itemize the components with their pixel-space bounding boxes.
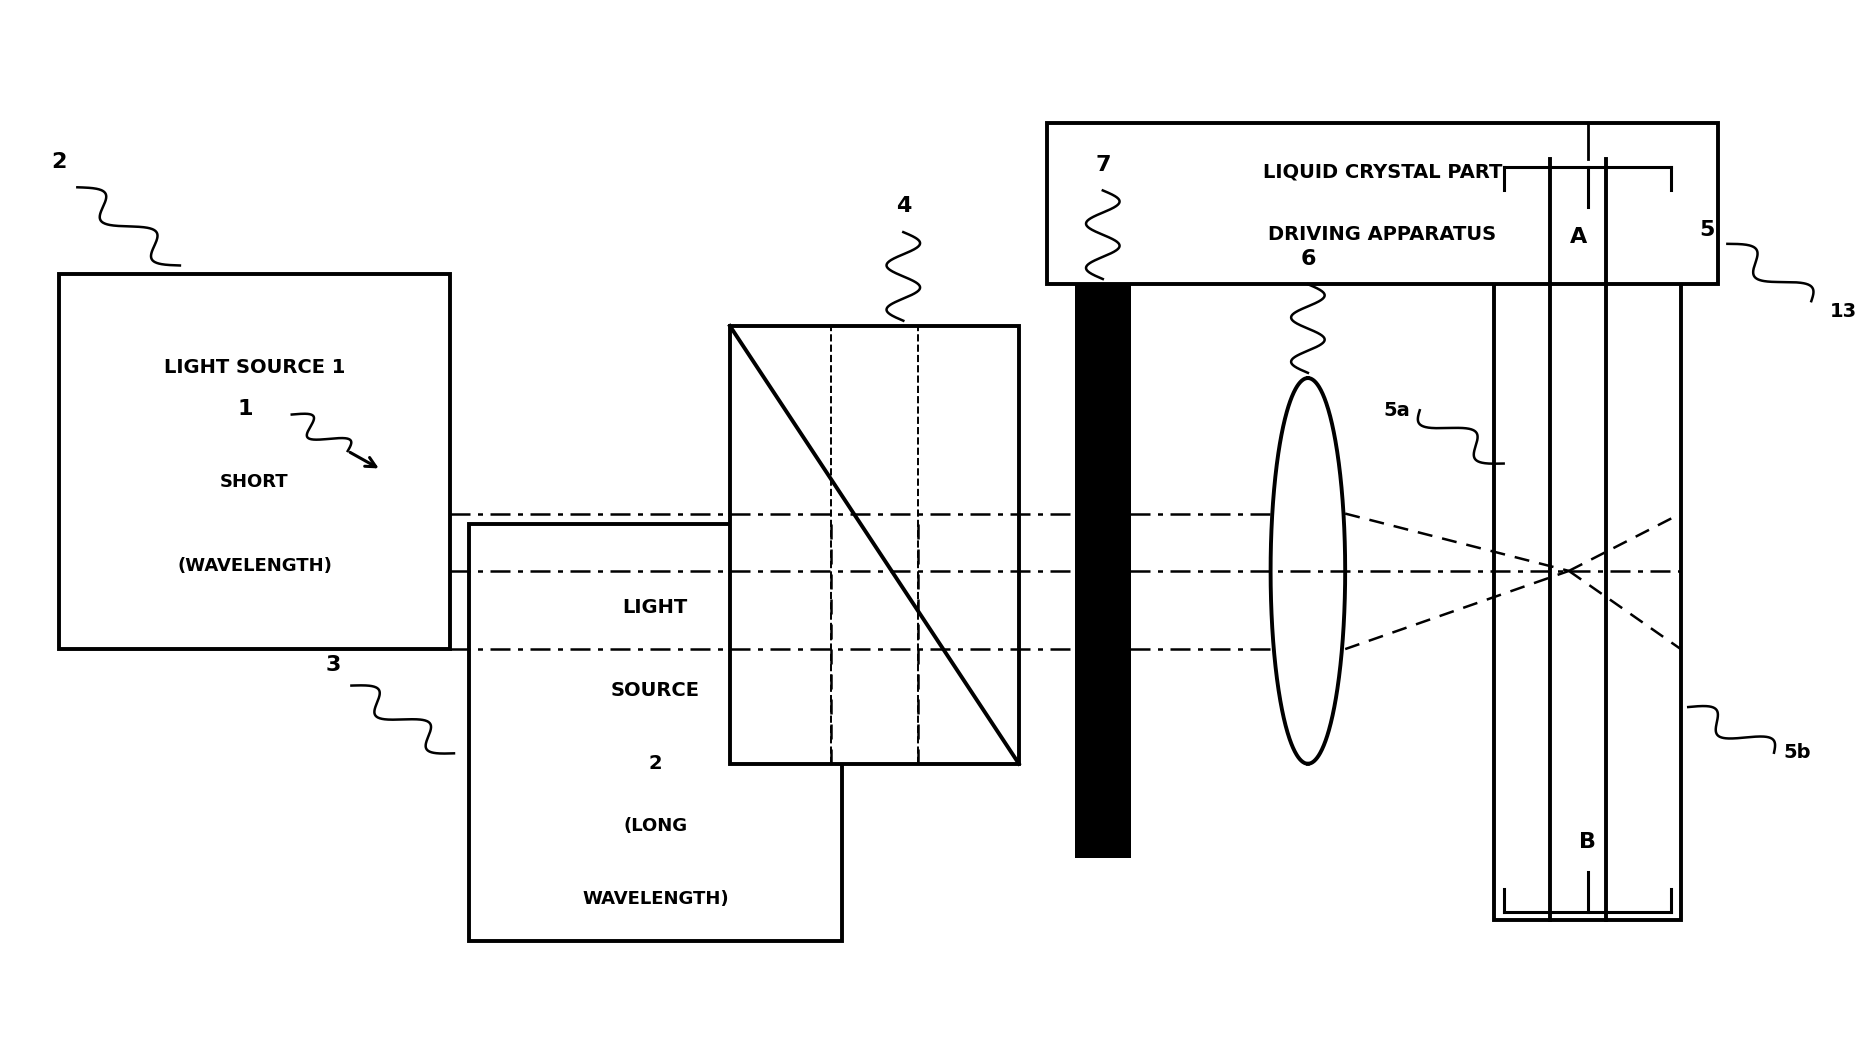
Text: WAVELENGTH): WAVELENGTH): [582, 891, 729, 909]
Text: 1: 1: [237, 399, 252, 419]
Text: SOURCE: SOURCE: [611, 681, 699, 700]
Text: 3: 3: [325, 655, 340, 675]
Bar: [1494, 159, 1681, 920]
Text: (LONG: (LONG: [623, 817, 688, 835]
Text: 5: 5: [1700, 220, 1715, 240]
Text: 4: 4: [896, 196, 911, 217]
Text: LIGHT SOURCE 1: LIGHT SOURCE 1: [165, 358, 346, 377]
Text: 7: 7: [1096, 155, 1111, 175]
Text: 5a: 5a: [1384, 400, 1410, 420]
Text: 5b: 5b: [1784, 743, 1810, 762]
Text: 2: 2: [649, 755, 662, 773]
Text: 13: 13: [1831, 302, 1857, 321]
Text: 2: 2: [50, 152, 67, 172]
Bar: [1075, 284, 1131, 857]
Bar: [1047, 123, 1719, 284]
Text: LIGHT: LIGHT: [623, 598, 688, 617]
Text: LIQUID CRYSTAL PART: LIQUID CRYSTAL PART: [1262, 162, 1502, 181]
Text: 6: 6: [1300, 248, 1316, 268]
Text: SHORT: SHORT: [221, 474, 288, 492]
Bar: [729, 326, 1019, 764]
Text: B: B: [1578, 832, 1597, 852]
Bar: [58, 274, 451, 649]
Text: DRIVING APPARATUS: DRIVING APPARATUS: [1268, 225, 1496, 244]
Text: A: A: [1569, 227, 1588, 247]
Text: (WAVELENGTH): (WAVELENGTH): [178, 556, 331, 574]
Bar: [469, 524, 842, 941]
